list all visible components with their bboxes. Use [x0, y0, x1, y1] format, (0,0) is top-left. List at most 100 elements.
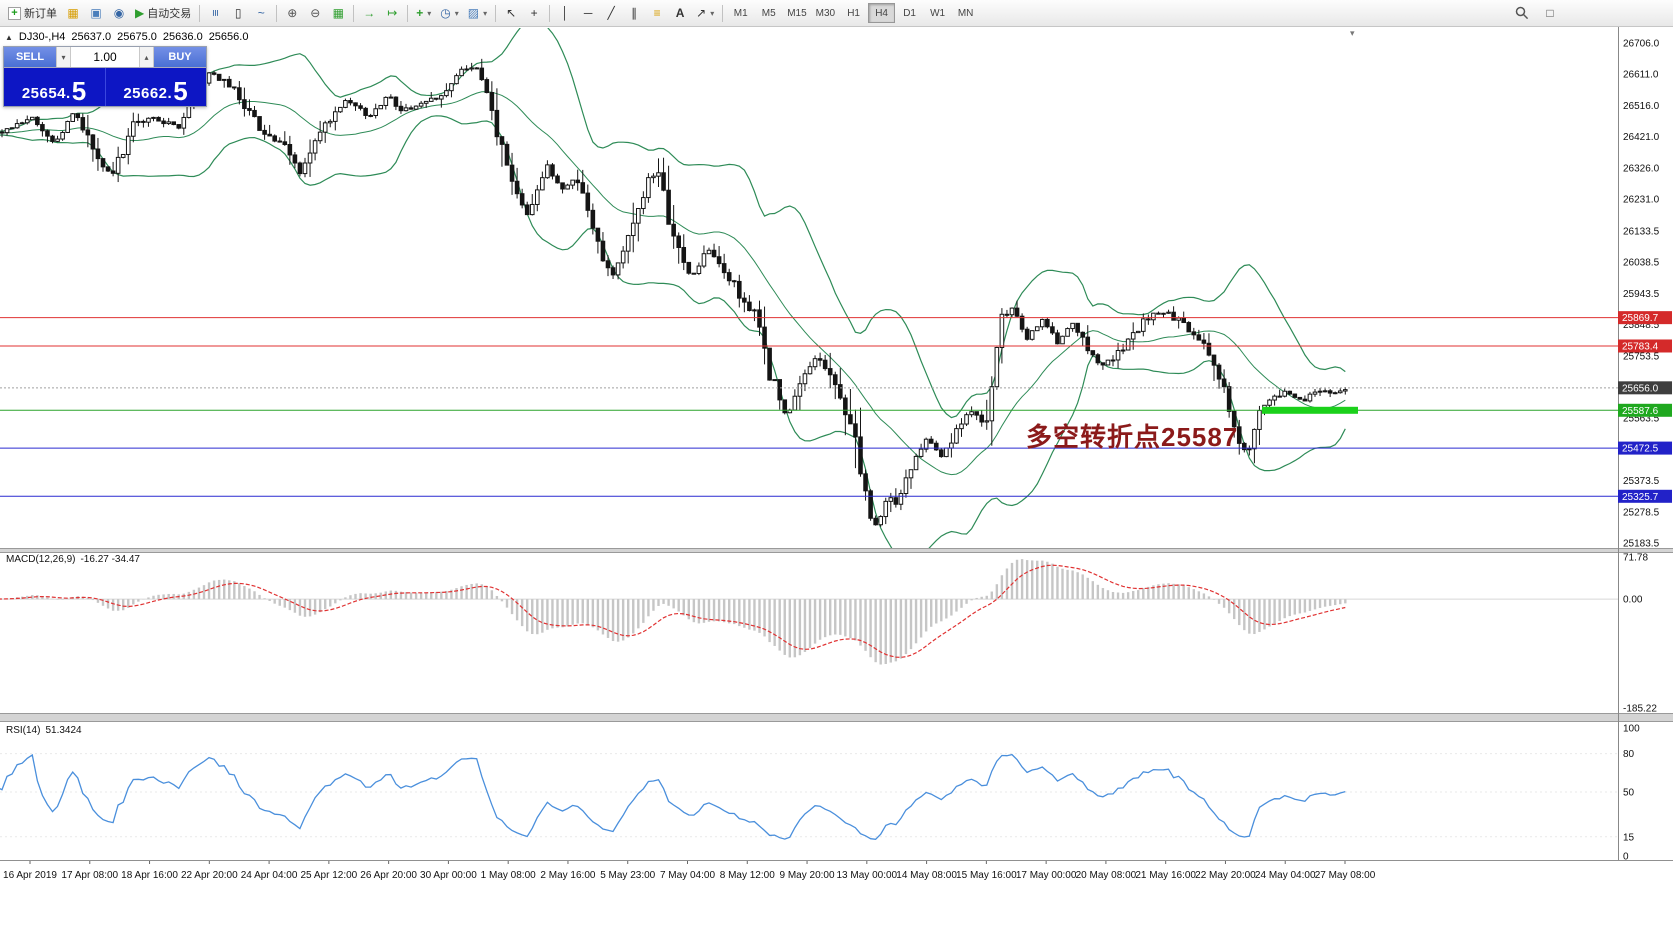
price-tag: [1618, 381, 1672, 395]
toolbar-overflow-chevron[interactable]: ▾: [1350, 28, 1355, 38]
macd-scale-label: 71.78: [1623, 553, 1648, 564]
price-tick-label: 25183.5: [1623, 539, 1660, 550]
templates-button[interactable]: ▨ ▾: [464, 2, 491, 24]
buy-price[interactable]: 25662. 5: [106, 68, 207, 106]
panel-splitter[interactable]: [0, 713, 1673, 722]
pivot-annotation[interactable]: 多空转折点25587: [1026, 422, 1239, 452]
new-order-button[interactable]: + 新订单: [4, 2, 61, 24]
price-tick-label: 26706.0: [1623, 39, 1660, 50]
timeframe-h4-button[interactable]: H4: [868, 3, 896, 23]
price-tick-label: 26326.0: [1623, 163, 1660, 174]
trade-panel-toggle[interactable]: ▲: [5, 32, 13, 42]
lot-increase-button[interactable]: ▴: [139, 47, 154, 67]
quote-high: 25675.0: [117, 31, 157, 43]
time-tick-label[interactable]: 25 Apr 12:00: [301, 870, 358, 881]
time-tick-label[interactable]: 26 Apr 20:00: [360, 870, 417, 881]
timeframe-m15-button[interactable]: M15: [783, 3, 810, 23]
price-tag-label: 25472.5: [1622, 444, 1659, 455]
timeframe-m5-button[interactable]: M5: [755, 3, 782, 23]
time-tick-label[interactable]: 21 May 16:00: [1135, 870, 1196, 881]
time-tick-label[interactable]: 20 May 08:00: [1076, 870, 1137, 881]
timeframe-m30-button[interactable]: M30: [812, 3, 839, 23]
chevron-down-icon: ▾: [483, 8, 488, 18]
time-tick-label[interactable]: 2 May 16:00: [540, 870, 595, 881]
cursor-button[interactable]: ↖: [500, 2, 522, 24]
time-tick-label[interactable]: 8 May 12:00: [720, 870, 775, 881]
timeframe-d1-button[interactable]: D1: [896, 3, 923, 23]
time-tick-label[interactable]: 14 May 08:00: [896, 870, 957, 881]
auto-trading-label: 自动交易: [147, 8, 192, 20]
timeframe-m1-button[interactable]: M1: [727, 3, 754, 23]
line-chart-button[interactable]: ~: [250, 2, 272, 24]
arrows-tool-icon: ↗: [696, 6, 707, 20]
zoom-in-button[interactable]: ⊕: [281, 2, 303, 24]
chart-shift-button[interactable]: ↦: [381, 2, 403, 24]
time-tick-label[interactable]: 5 May 23:00: [600, 870, 655, 881]
sell-button[interactable]: SELL: [4, 47, 56, 67]
time-tick-label[interactable]: 9 May 20:00: [780, 870, 835, 881]
arrows-tool-button[interactable]: ↗ ▾: [692, 2, 718, 24]
time-tick-label[interactable]: 16 Apr 2019: [3, 870, 57, 881]
quote-open: 25637.0: [71, 31, 112, 43]
time-tick-label[interactable]: 27 May 08:00: [1315, 870, 1376, 881]
new-order-icon: +: [8, 6, 21, 20]
text-tool-button[interactable]: A: [669, 2, 691, 24]
rsi-scale-label: 50: [1623, 788, 1635, 799]
buy-price-main: 25662.: [123, 85, 173, 102]
timeframe-w1-button[interactable]: W1: [924, 3, 951, 23]
horizontal-line-button[interactable]: ─: [577, 2, 599, 24]
auto-trading-button[interactable]: ▶ 自动交易: [131, 2, 195, 24]
time-tick-label[interactable]: 24 Apr 04:00: [241, 870, 298, 881]
time-tick-label[interactable]: 30 Apr 00:00: [420, 870, 477, 881]
price-tick-label: 26038.5: [1623, 258, 1660, 269]
search-button[interactable]: [1511, 2, 1533, 24]
panel-splitter[interactable]: [0, 548, 1673, 553]
tile-windows-button[interactable]: ▦: [327, 2, 349, 24]
chart-window-button[interactable]: ▦: [62, 2, 84, 24]
indicators-button[interactable]: + ▾: [412, 2, 435, 24]
trendline-icon: ╱: [607, 6, 615, 20]
line-chart-icon: ~: [257, 6, 265, 20]
data-window-button[interactable]: □: [1539, 2, 1561, 24]
bollinger-lower-band: [0, 115, 1346, 548]
fibonacci-button[interactable]: ≡: [646, 2, 668, 24]
trendline-button[interactable]: ╱: [600, 2, 622, 24]
time-tick-label[interactable]: 15 May 16:00: [956, 870, 1017, 881]
time-tick-label[interactable]: 17 Apr 08:00: [61, 870, 118, 881]
macd-scale-label: -185.22: [1623, 704, 1657, 715]
sell-price[interactable]: 25654. 5: [4, 68, 106, 106]
price-tag-label: 25656.0: [1622, 383, 1659, 394]
time-tick-label[interactable]: 22 May 20:00: [1195, 870, 1256, 881]
price-tag: [1618, 441, 1672, 455]
one-click-trading-panel: SELL ▾ ▴ BUY 25654.5 25662.5: [3, 46, 207, 107]
macd-name: MACD(12,26,9): [6, 554, 76, 565]
timeframe-h1-button[interactable]: H1: [840, 3, 867, 23]
pivot-highlight-segment[interactable]: [1262, 406, 1358, 414]
buy-button[interactable]: BUY: [154, 47, 206, 67]
bar-chart-button[interactable]: ≡: [204, 2, 226, 24]
lot-size-input[interactable]: [71, 47, 139, 67]
toolbar-separator: [407, 4, 409, 22]
time-tick-label[interactable]: 7 May 04:00: [660, 870, 715, 881]
crosshair-button[interactable]: +: [523, 2, 545, 24]
time-tick-label[interactable]: 13 May 00:00: [837, 870, 898, 881]
timeframe-mn-button[interactable]: MN: [952, 3, 979, 23]
community-button[interactable]: ◉: [108, 2, 130, 24]
auto-scroll-button[interactable]: →: [358, 2, 380, 24]
time-tick-label[interactable]: 1 May 08:00: [481, 870, 536, 881]
lot-decrease-button[interactable]: ▾: [56, 47, 71, 67]
channel-button[interactable]: ∥: [623, 2, 645, 24]
toolbar-separator: [353, 4, 355, 22]
periods-button[interactable]: ◷ ▾: [436, 2, 463, 24]
time-tick-label[interactable]: 18 Apr 16:00: [121, 870, 178, 881]
profiles-button[interactable]: ▣: [85, 2, 107, 24]
zoom-out-button[interactable]: ⊖: [304, 2, 326, 24]
candlestick-button[interactable]: ▯: [227, 2, 249, 24]
time-tick-label[interactable]: 17 May 00:00: [1016, 870, 1077, 881]
vertical-line-button[interactable]: │: [554, 2, 576, 24]
time-tick-label[interactable]: 24 May 04:00: [1255, 870, 1316, 881]
time-tick-label[interactable]: 22 Apr 20:00: [181, 870, 238, 881]
templates-icon: ▨: [467, 6, 480, 20]
